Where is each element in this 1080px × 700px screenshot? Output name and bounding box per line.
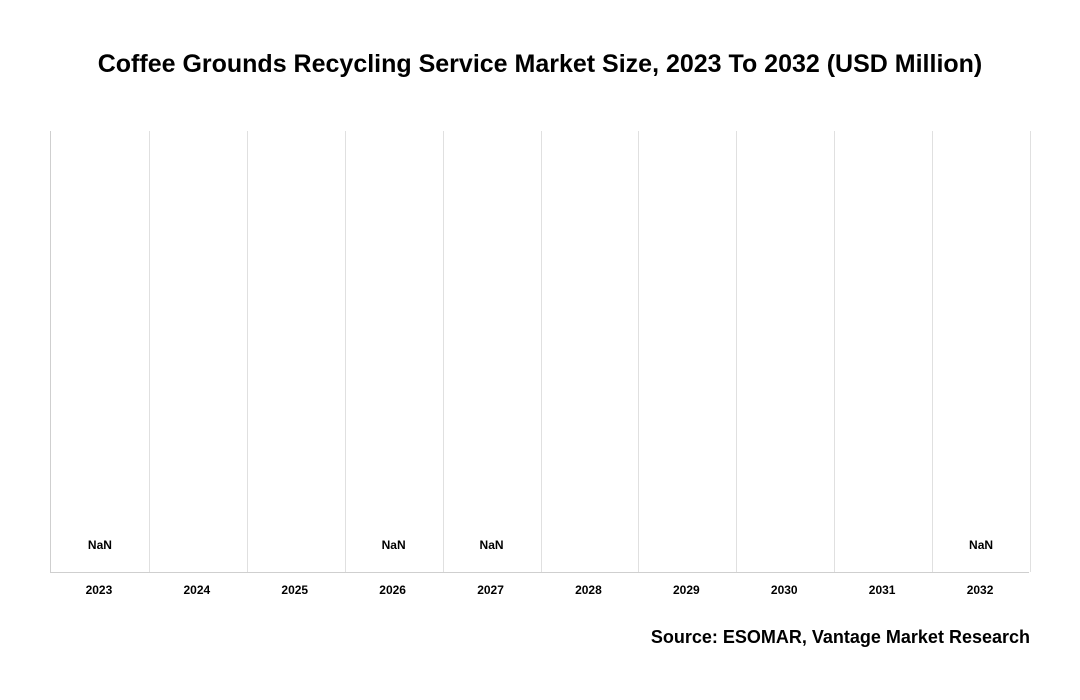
x-axis-tick-label: 2029 [673, 583, 700, 597]
x-axis-tick-label: 2032 [967, 583, 994, 597]
gridline-vertical [345, 131, 346, 572]
gridline-vertical [541, 131, 542, 572]
gridline-vertical [932, 131, 933, 572]
gridline-vertical [443, 131, 444, 572]
x-axis-tick-label: 2023 [86, 583, 113, 597]
gridline-vertical [736, 131, 737, 572]
x-axis-tick-label: 2024 [183, 583, 210, 597]
plot-area: NaN NaN NaN NaN [50, 131, 1029, 573]
x-axis-tick-row: 2023 2024 2025 2026 2027 2028 2029 2030 2031 2032 [50, 583, 1029, 601]
gridline-vertical [834, 131, 835, 572]
x-axis-tick-label: 2027 [477, 583, 504, 597]
chart-container: Coffee Grounds Recycling Service Market … [0, 0, 1080, 700]
x-axis-tick-label: 2030 [771, 583, 798, 597]
x-axis-tick-label: 2031 [869, 583, 896, 597]
gridline-vertical [1030, 131, 1031, 572]
x-axis-tick-label: 2028 [575, 583, 602, 597]
x-axis-tick-label: 2026 [379, 583, 406, 597]
gridline-vertical [149, 131, 150, 572]
chart-title: Coffee Grounds Recycling Service Market … [50, 50, 1030, 79]
source-attribution: Source: ESOMAR, Vantage Market Research [651, 627, 1030, 648]
bar-value-label: NaN [382, 538, 406, 552]
bar-value-label: NaN [480, 538, 504, 552]
bar-value-label: NaN [969, 538, 993, 552]
gridline-vertical [247, 131, 248, 572]
bar-value-label: NaN [88, 538, 112, 552]
gridline-vertical [638, 131, 639, 572]
x-axis-tick-label: 2025 [281, 583, 308, 597]
